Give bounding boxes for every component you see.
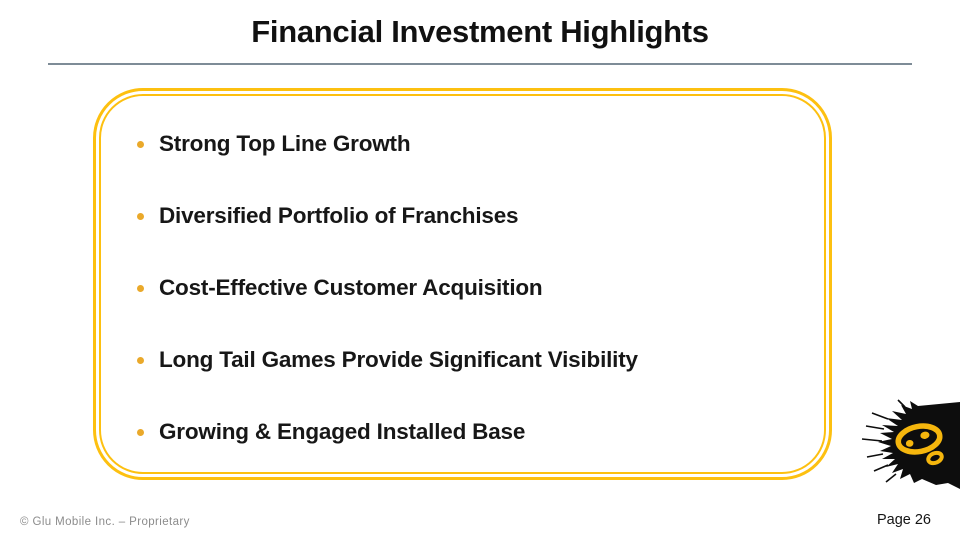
- bullet-dot-icon: [137, 140, 144, 148]
- list-item: Long Tail Games Provide Significant Visi…: [93, 324, 832, 396]
- bullet-dot-icon: [137, 356, 144, 364]
- bullet-text: Long Tail Games Provide Significant Visi…: [159, 347, 638, 372]
- title-divider: [48, 63, 912, 65]
- page-number: Page 26: [876, 512, 931, 528]
- glu-mascot-icon: [861, 399, 960, 489]
- bullet-text: Growing & Engaged Installed Base: [159, 419, 526, 444]
- bullet-dot-icon: [137, 428, 144, 436]
- list-item: Growing & Engaged Installed Base: [93, 396, 832, 468]
- highlights-box: [93, 88, 832, 480]
- copyright-text: © Glu Mobile Inc. – Proprietary: [20, 516, 190, 528]
- glu-mobile-logo: [858, 399, 960, 495]
- bullet-text: Cost-Effective Customer Acquisition: [159, 275, 543, 300]
- bullet-text: Diversified Portfolio of Franchises: [159, 203, 519, 228]
- highlights-list: Strong Top Line Growth Diversified Portf…: [93, 88, 832, 480]
- bullet-dot-icon: [137, 212, 144, 220]
- list-item: Cost-Effective Customer Acquisition: [93, 252, 832, 324]
- page-title: Financial Investment Highlights: [251, 14, 709, 49]
- bullet-dot-icon: [137, 284, 144, 292]
- highlights-box-inner-border: [99, 94, 826, 474]
- list-item: Strong Top Line Growth: [93, 108, 832, 180]
- list-item: Diversified Portfolio of Franchises: [93, 180, 832, 252]
- bullet-text: Strong Top Line Growth: [159, 131, 411, 156]
